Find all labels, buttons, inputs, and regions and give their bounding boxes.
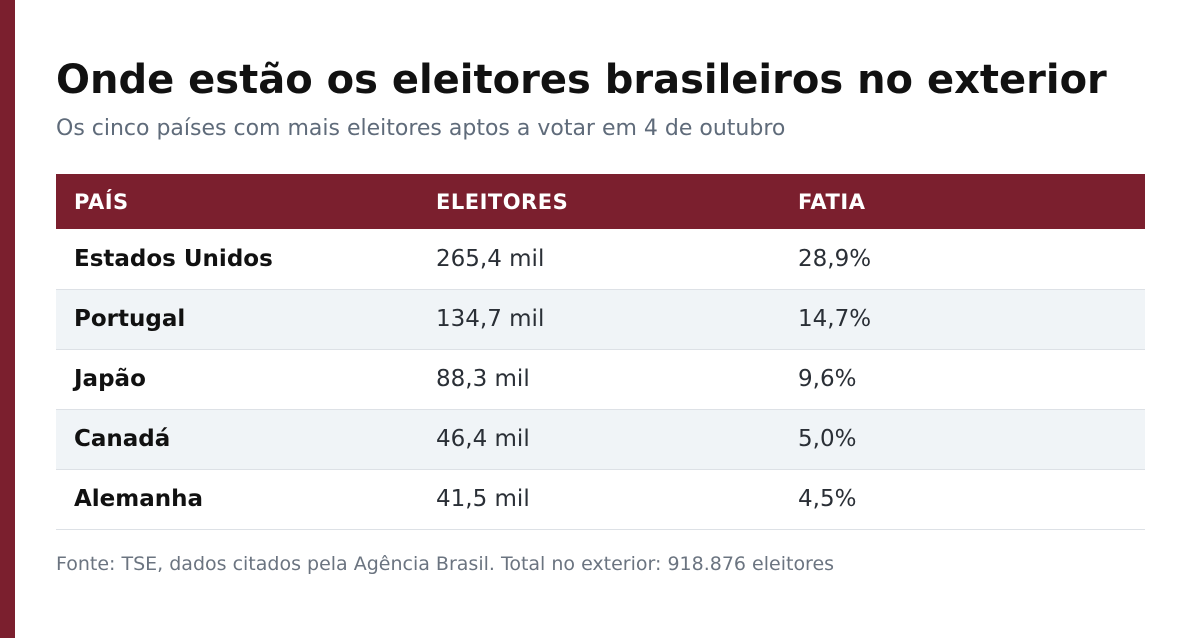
cell-share: 9,6% bbox=[798, 366, 857, 392]
table-row: Portugal 134,7 mil 14,7% bbox=[56, 289, 1145, 349]
column-header-share: FATIA bbox=[798, 189, 866, 214]
cell-share: 5,0% bbox=[798, 426, 857, 452]
table-row: Alemanha 41,5 mil 4,5% bbox=[56, 469, 1145, 529]
table-row: Japão 88,3 mil 9,6% bbox=[56, 349, 1145, 409]
voters-table: PAÍS ELEITORES FATIA Estados Unidos 265,… bbox=[56, 174, 1145, 530]
page-subtitle: Os cinco países com mais eleitores aptos… bbox=[56, 116, 786, 141]
header-row: PAÍS ELEITORES FATIA bbox=[56, 174, 1145, 229]
cell-share: 28,9% bbox=[798, 245, 872, 272]
cell-country: Estados Unidos bbox=[74, 245, 273, 272]
cell-country: Alemanha bbox=[74, 486, 204, 512]
cell-voters: 134,7 mil bbox=[436, 306, 545, 332]
cell-voters: 265,4 mil bbox=[436, 245, 545, 272]
table-row: Canadá 46,4 mil 5,0% bbox=[56, 409, 1145, 469]
table-row: Estados Unidos 265,4 mil 28,9% bbox=[56, 229, 1145, 289]
column-header-country: PAÍS bbox=[74, 189, 129, 214]
source-note: Fonte: TSE, dados citados pela Agência B… bbox=[56, 553, 835, 575]
cell-voters: 41,5 mil bbox=[436, 486, 530, 512]
accent-bar bbox=[0, 0, 15, 638]
cell-share: 14,7% bbox=[798, 306, 872, 332]
column-header-voters: ELEITORES bbox=[436, 189, 569, 214]
cell-country: Portugal bbox=[74, 306, 186, 332]
table-header: PAÍS ELEITORES FATIA bbox=[56, 174, 1145, 229]
cell-voters: 88,3 mil bbox=[436, 366, 530, 392]
cell-share: 4,5% bbox=[798, 486, 857, 512]
table-body: Estados Unidos 265,4 mil 28,9% Portugal … bbox=[56, 229, 1145, 529]
page-title: Onde estão os eleitores brasileiros no e… bbox=[56, 57, 1107, 103]
cell-voters: 46,4 mil bbox=[436, 426, 530, 452]
cell-country: Japão bbox=[74, 366, 146, 392]
cell-country: Canadá bbox=[74, 426, 171, 452]
